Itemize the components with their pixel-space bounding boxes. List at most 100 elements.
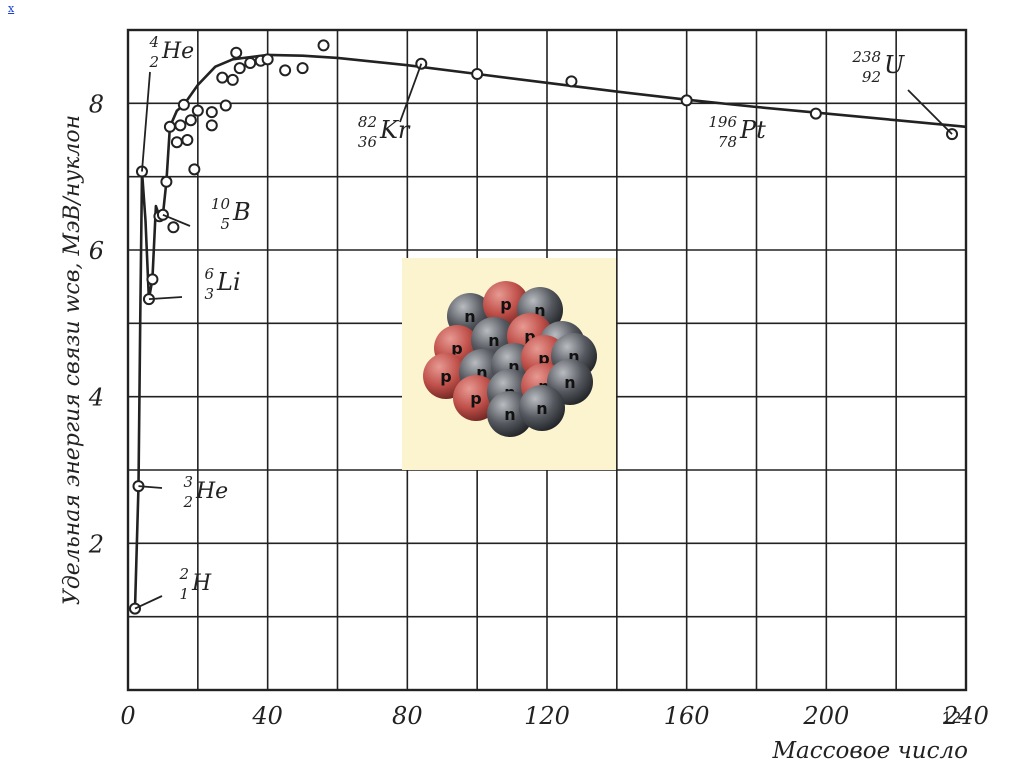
isotope-charge-number: 78: [718, 133, 737, 151]
data-point: [279, 64, 292, 77]
isotope-mass-number: 6: [204, 265, 214, 283]
data-point: [809, 107, 822, 120]
svg-text:n: n: [476, 363, 487, 382]
isotope-charge-number: 1: [179, 585, 189, 603]
svg-text:p: p: [470, 389, 481, 408]
data-point: [471, 68, 484, 80]
x-tick-label: 80: [392, 702, 423, 730]
y-tick-label: 4: [88, 384, 104, 412]
data-point: [261, 53, 274, 66]
svg-text:n: n: [488, 331, 499, 350]
data-point: [174, 119, 187, 132]
isotope-symbol: He: [195, 479, 228, 504]
x-tick-label: 160: [664, 702, 710, 730]
data-point: [226, 73, 239, 86]
chart-grid: [128, 30, 966, 690]
y-tick-label: 2: [88, 530, 104, 558]
neutron-icon: n: [519, 385, 565, 431]
isotope-charge-number: 5: [220, 215, 230, 233]
nucleus-illustration: npnpnpnpnnpnpnpnnn: [402, 258, 616, 470]
leader-line: [399, 63, 423, 123]
data-point: [565, 75, 578, 88]
data-point: [230, 46, 243, 59]
svg-text:n: n: [564, 373, 575, 392]
isotope-symbol: H: [191, 571, 212, 596]
x-tick-label: 40: [251, 702, 283, 730]
data-point: [219, 99, 232, 112]
svg-text:n: n: [504, 405, 515, 424]
isotope-mass-number: 2: [178, 565, 189, 583]
leader-line: [907, 89, 953, 135]
svg-text:n: n: [464, 307, 475, 326]
data-point: [163, 120, 176, 133]
leader-line: [134, 595, 163, 610]
data-point: [317, 39, 330, 52]
isotope-label-kr82: 82 36 Kr: [358, 63, 423, 151]
isotope-mass-number: 238: [851, 48, 881, 66]
svg-text:p: p: [500, 295, 511, 314]
svg-text:p: p: [440, 367, 451, 386]
data-point: [191, 104, 204, 117]
page-number: 12: [942, 708, 961, 727]
leader-line: [141, 71, 151, 172]
isotope-symbol: He: [161, 39, 194, 64]
plot-frame: [126, 28, 968, 692]
svg-text:n: n: [536, 399, 547, 418]
curve-layer: [133, 53, 967, 609]
close-link[interactable]: x: [8, 2, 15, 15]
isotope-label-he4: 4 2 He: [141, 33, 194, 172]
isotope-label-pt196: 196 78 Pt: [708, 113, 766, 151]
leader-line: [138, 485, 163, 489]
nucleus-icon: npnpnpnpnnpnpnpnnn: [423, 281, 597, 437]
isotope-symbol: B: [232, 198, 251, 226]
isotope-symbol: Kr: [379, 116, 411, 144]
isotope-mass-number: 10: [211, 195, 231, 213]
proton-icon: p: [483, 281, 529, 327]
isotope-label-b10: 10 5 B: [162, 195, 251, 233]
tick-labels: 0 40 80 120 160 200 240 2 4 6 8: [88, 90, 989, 730]
data-point: [296, 62, 309, 75]
isotope-charge-number: 92: [862, 68, 881, 86]
data-point: [205, 119, 218, 132]
data-point: [160, 175, 173, 188]
x-tick-label: 0: [120, 702, 135, 730]
points-layer: [128, 39, 959, 615]
data-point: [188, 163, 201, 176]
isotope-label-li6: 6 3 Li: [148, 265, 241, 303]
isotope-symbol: U: [884, 51, 905, 79]
data-point: [146, 273, 159, 286]
binding-energy-curve: [133, 53, 967, 609]
isotope-mass-number: 3: [183, 473, 193, 491]
data-point: [177, 98, 190, 111]
svg-text:p: p: [524, 327, 535, 346]
svg-text:n: n: [534, 301, 545, 320]
data-point: [170, 136, 183, 149]
svg-text:n: n: [568, 347, 579, 366]
isotope-symbol: Li: [216, 268, 241, 296]
svg-text:p: p: [451, 339, 462, 358]
isotope-mass-number: 196: [708, 113, 737, 131]
isotope-label-he3: 3 2 He: [138, 473, 228, 511]
chart-frame: [126, 28, 968, 692]
data-point: [167, 221, 180, 234]
data-point: [205, 106, 218, 119]
leader-line: [148, 296, 183, 301]
isotope-charge-number: 36: [358, 133, 378, 151]
isotope-symbol: Pt: [739, 116, 766, 144]
leader-line: [162, 213, 191, 227]
x-axis-title: Массовое число: [771, 738, 968, 764]
svg-text:p: p: [538, 349, 549, 368]
isotope-charge-number: 3: [204, 285, 214, 303]
isotope-charge-number: 2: [182, 493, 193, 511]
data-point: [680, 94, 693, 107]
data-point: [181, 134, 194, 146]
data-point: [233, 62, 246, 75]
isotope-label-u238: 238 92 U: [851, 48, 953, 135]
x-tick-label: 120: [524, 702, 570, 730]
isotope-mass-number: 82: [358, 113, 377, 131]
svg-text:n: n: [508, 357, 519, 376]
y-tick-label: 8: [89, 90, 104, 118]
y-axis-title: Удельная энергия связи wсв, МэВ/нуклон: [60, 115, 85, 605]
